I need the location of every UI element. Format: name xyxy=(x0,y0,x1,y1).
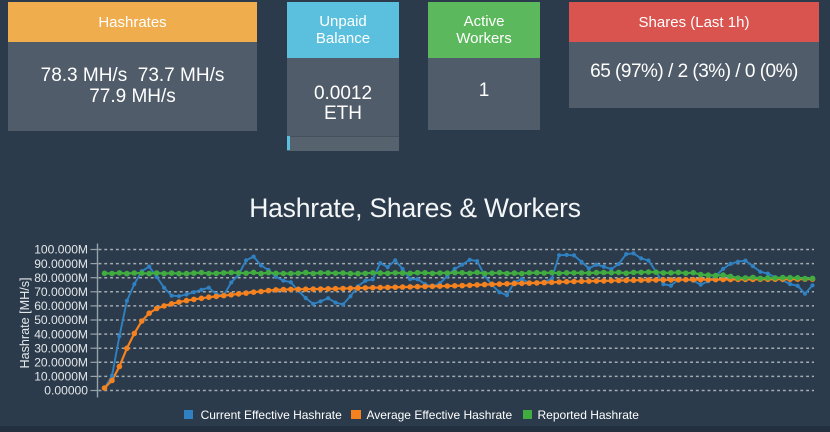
svg-text:60.0000M: 60.0000M xyxy=(34,299,88,313)
svg-text:30.0000M: 30.0000M xyxy=(34,341,88,355)
svg-text:70.0000M: 70.0000M xyxy=(34,285,88,299)
svg-text:0.00000: 0.00000 xyxy=(44,384,88,398)
svg-text:100.000M: 100.000M xyxy=(34,243,88,257)
svg-text:80.0000M: 80.0000M xyxy=(34,271,88,285)
svg-text:50.0000M: 50.0000M xyxy=(34,313,88,327)
svg-text:20.0000M: 20.0000M xyxy=(34,356,88,370)
svg-text:90.0000M: 90.0000M xyxy=(34,257,88,271)
svg-text:Hashrate [MH/s]: Hashrate [MH/s] xyxy=(18,278,32,369)
svg-text:10.0000M: 10.0000M xyxy=(34,370,88,384)
svg-text:40.0000M: 40.0000M xyxy=(34,327,88,341)
